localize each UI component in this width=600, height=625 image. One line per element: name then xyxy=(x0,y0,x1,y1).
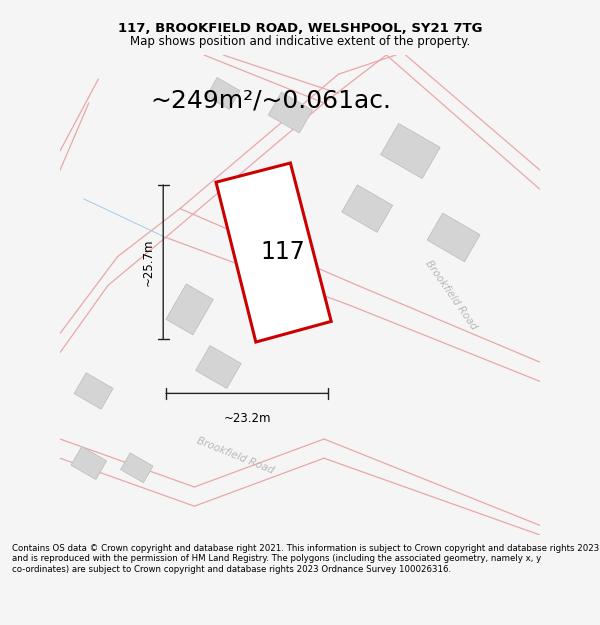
Text: Brookfield Road: Brookfield Road xyxy=(424,258,479,332)
Polygon shape xyxy=(71,446,107,479)
Polygon shape xyxy=(121,453,153,482)
Polygon shape xyxy=(206,78,240,109)
Text: 117: 117 xyxy=(260,240,305,264)
Polygon shape xyxy=(342,185,392,232)
Polygon shape xyxy=(380,123,440,179)
Text: ~249m²/~0.061ac.: ~249m²/~0.061ac. xyxy=(151,89,392,112)
Text: 117, BROOKFIELD ROAD, WELSHPOOL, SY21 7TG: 117, BROOKFIELD ROAD, WELSHPOOL, SY21 7T… xyxy=(118,22,482,34)
Polygon shape xyxy=(74,372,113,409)
Text: ~23.2m: ~23.2m xyxy=(223,412,271,424)
Polygon shape xyxy=(216,163,331,342)
Polygon shape xyxy=(196,346,241,389)
Text: ~25.7m: ~25.7m xyxy=(142,238,155,286)
Text: Brookfield Road: Brookfield Road xyxy=(195,436,275,476)
Polygon shape xyxy=(427,213,480,262)
Polygon shape xyxy=(166,284,214,335)
Text: Map shows position and indicative extent of the property.: Map shows position and indicative extent… xyxy=(130,35,470,48)
Text: Contains OS data © Crown copyright and database right 2021. This information is : Contains OS data © Crown copyright and d… xyxy=(12,544,599,574)
Polygon shape xyxy=(268,92,313,133)
